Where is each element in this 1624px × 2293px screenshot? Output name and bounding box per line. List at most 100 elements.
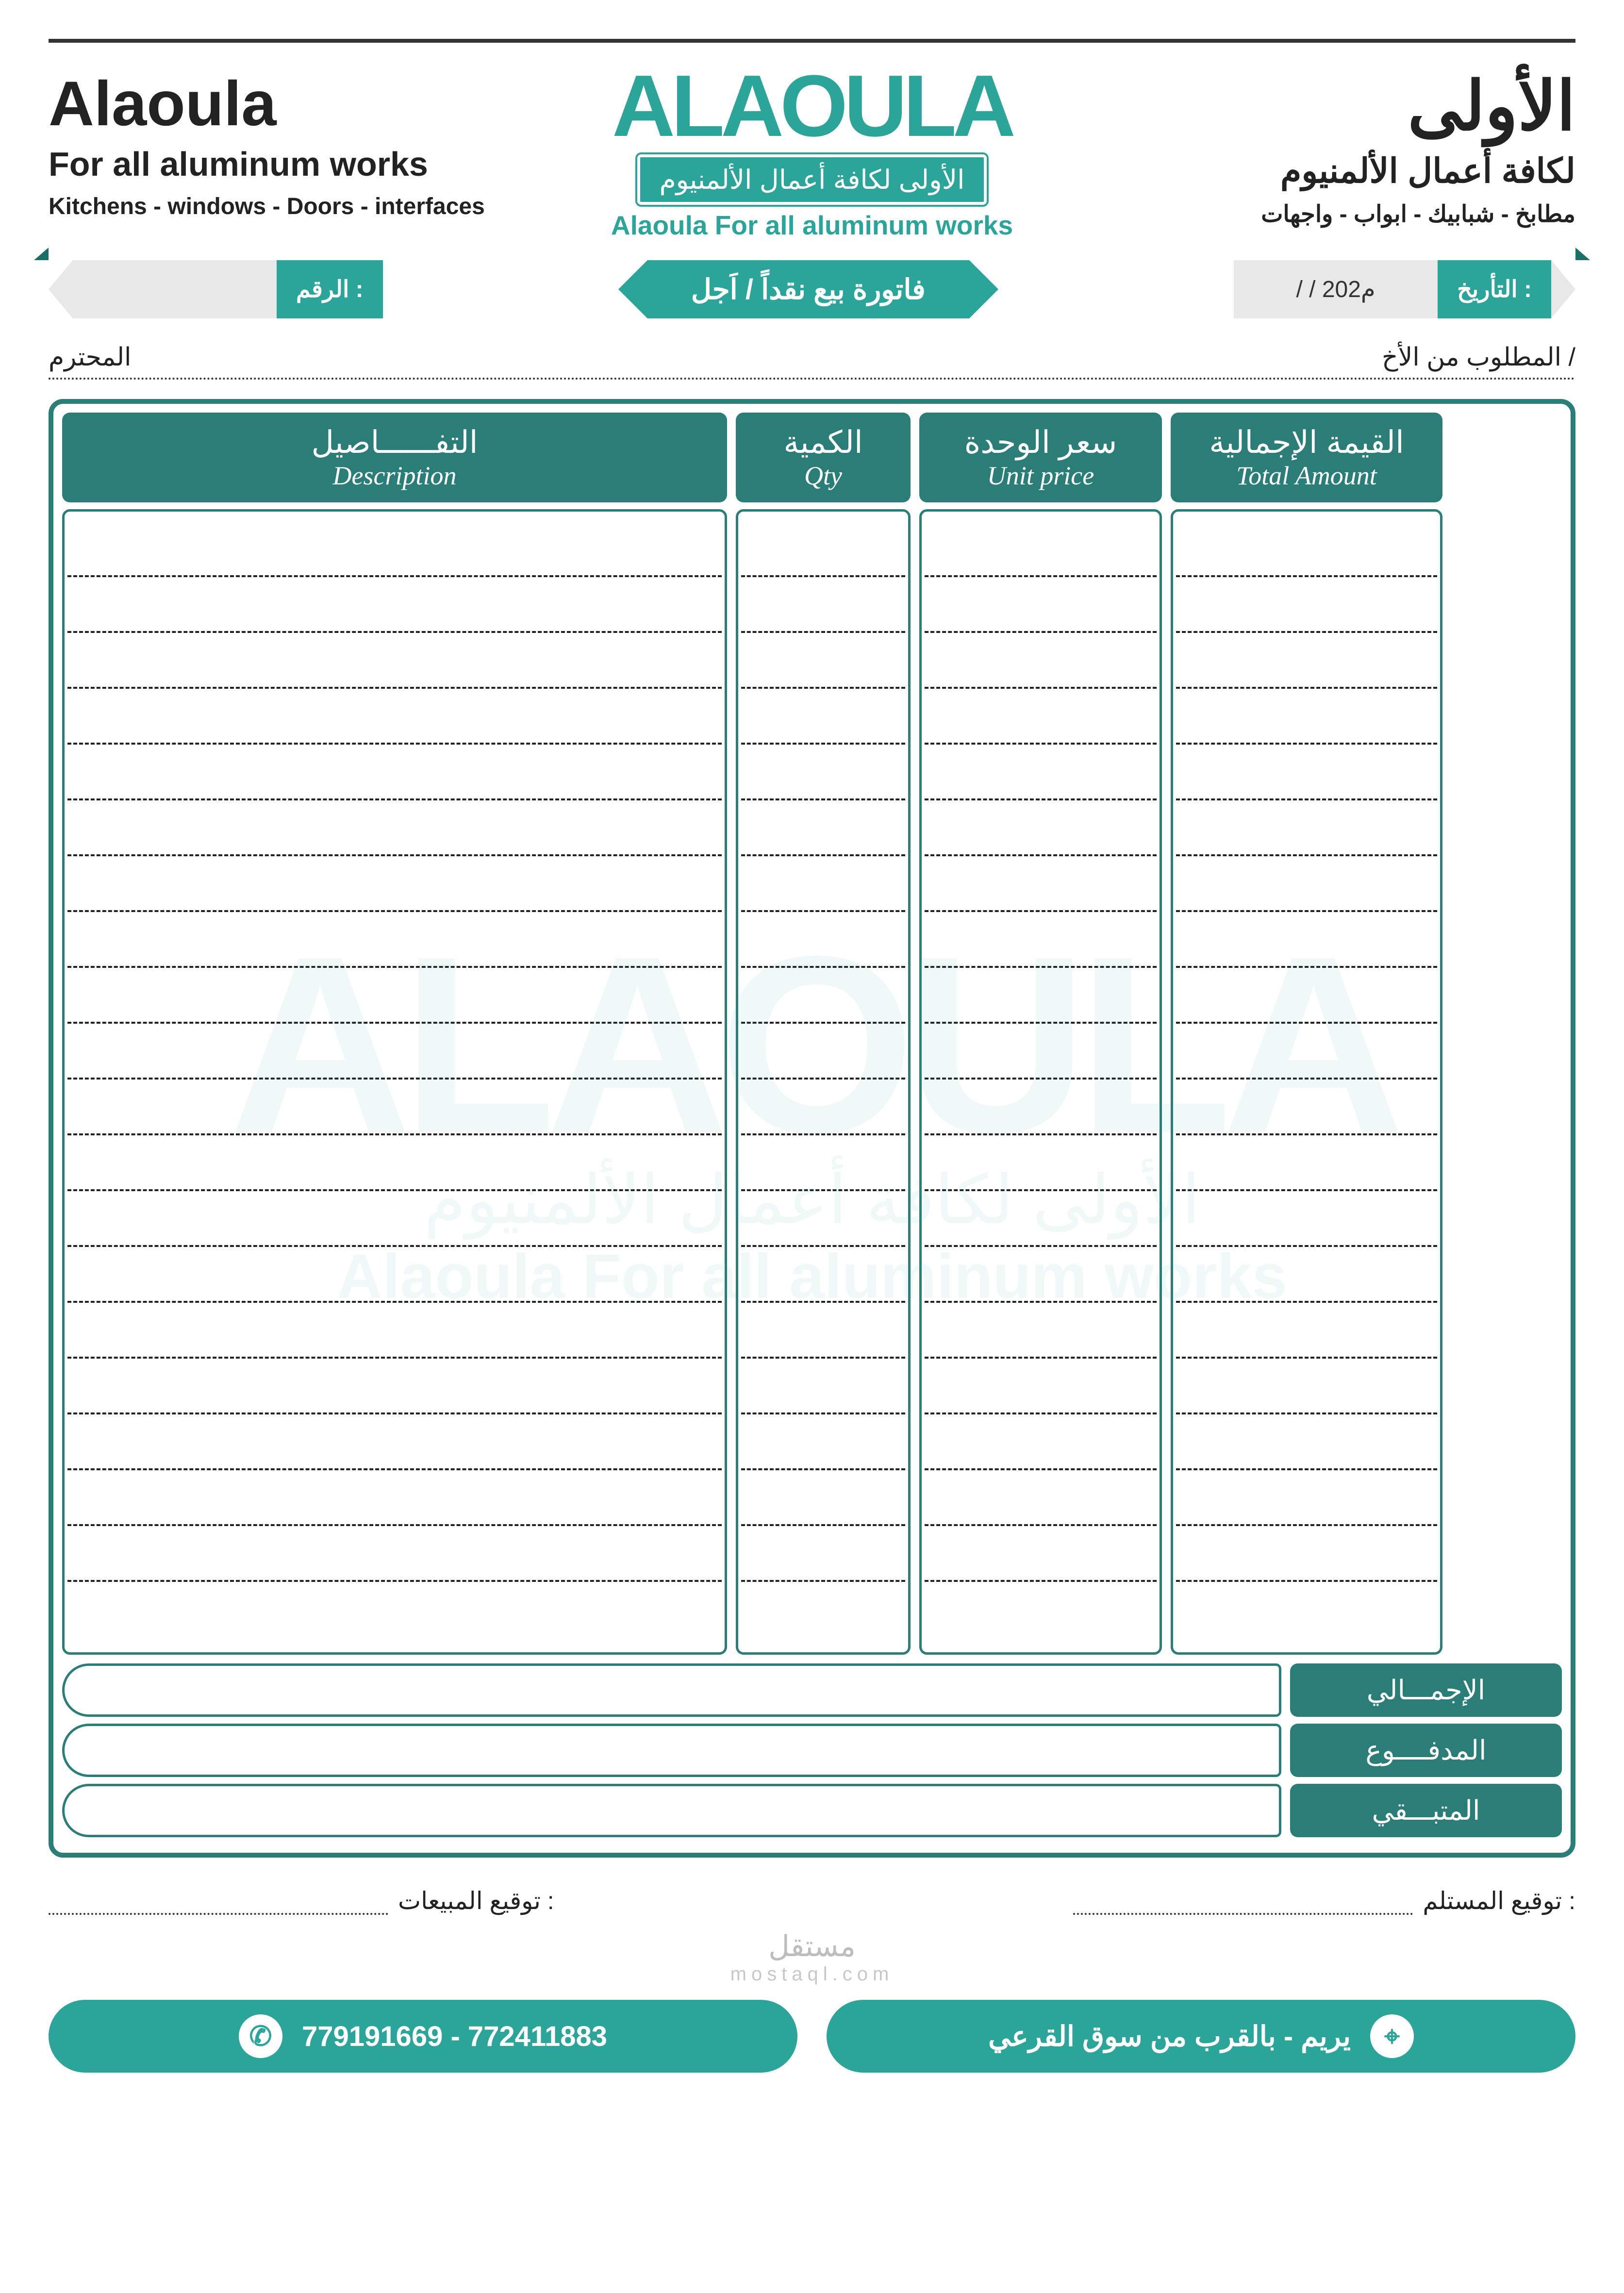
table-row[interactable] xyxy=(741,577,905,633)
table-row[interactable] xyxy=(741,1414,905,1470)
table-row[interactable] xyxy=(925,1526,1157,1582)
totals-block: الإجمـــالي المدفــــوع المتبـــقي xyxy=(62,1663,1562,1837)
table-row[interactable] xyxy=(925,912,1157,968)
table-row[interactable] xyxy=(741,633,905,689)
table-row[interactable] xyxy=(1176,1526,1437,1582)
table-row[interactable] xyxy=(67,1135,722,1191)
table-row[interactable] xyxy=(741,1470,905,1526)
number-value[interactable] xyxy=(73,260,277,318)
table-row[interactable] xyxy=(741,968,905,1024)
table-row[interactable] xyxy=(67,633,722,689)
grand-total-value[interactable] xyxy=(62,1663,1281,1717)
table-row[interactable] xyxy=(67,1024,722,1080)
paid-label: المدفــــوع xyxy=(1290,1724,1562,1777)
col-total-amount[interactable] xyxy=(1171,509,1442,1655)
table-row[interactable] xyxy=(925,1191,1157,1247)
table-row[interactable] xyxy=(925,1470,1157,1526)
table-row[interactable] xyxy=(1176,1247,1437,1303)
table-row[interactable] xyxy=(1176,968,1437,1024)
table-row[interactable] xyxy=(925,745,1157,800)
table-row[interactable] xyxy=(1176,1414,1437,1470)
table-row[interactable] xyxy=(67,912,722,968)
table-row[interactable] xyxy=(1176,1470,1437,1526)
table-row[interactable] xyxy=(1176,1191,1437,1247)
table-row[interactable] xyxy=(67,689,722,745)
table-row[interactable] xyxy=(67,968,722,1024)
th-total-amount: القيمة الإجمالية Total Amount xyxy=(1171,413,1442,502)
table-row[interactable] xyxy=(925,856,1157,912)
client-line: المحترم المطلوب من الأخ / xyxy=(49,343,1575,380)
total-row-remaining: المتبـــقي xyxy=(62,1784,1562,1837)
receiver-signature-line[interactable] xyxy=(1073,1891,1413,1915)
table-row[interactable] xyxy=(925,800,1157,856)
col-description[interactable] xyxy=(62,509,727,1655)
table-row[interactable] xyxy=(741,745,905,800)
table-row[interactable] xyxy=(67,1303,722,1359)
table-row[interactable] xyxy=(1176,800,1437,856)
table-row[interactable] xyxy=(67,1414,722,1470)
table-row[interactable] xyxy=(741,1303,905,1359)
table-row[interactable] xyxy=(67,1470,722,1526)
table-row[interactable] xyxy=(741,1135,905,1191)
table-row[interactable] xyxy=(741,1024,905,1080)
table-row[interactable] xyxy=(1176,1582,1437,1638)
table-row[interactable] xyxy=(1176,912,1437,968)
table-row[interactable] xyxy=(741,1359,905,1414)
table-row[interactable] xyxy=(67,1582,722,1638)
table-row[interactable] xyxy=(925,968,1157,1024)
paid-value[interactable] xyxy=(62,1724,1281,1777)
table-row[interactable] xyxy=(925,1359,1157,1414)
sales-signature-line[interactable] xyxy=(49,1891,388,1915)
table-row[interactable] xyxy=(925,1414,1157,1470)
table-row[interactable] xyxy=(1176,633,1437,689)
table-row[interactable] xyxy=(741,912,905,968)
table-row[interactable] xyxy=(741,521,905,577)
table-row[interactable] xyxy=(741,1247,905,1303)
table-row[interactable] xyxy=(67,1526,722,1582)
table-row[interactable] xyxy=(1176,745,1437,800)
table-row[interactable] xyxy=(925,1024,1157,1080)
table-row[interactable] xyxy=(925,633,1157,689)
table-row[interactable] xyxy=(741,856,905,912)
table-row[interactable] xyxy=(925,1080,1157,1135)
date-value[interactable]: / / 202م xyxy=(1234,260,1438,318)
table-row[interactable] xyxy=(67,856,722,912)
receiver-signature: توقيع المستلم : xyxy=(1073,1887,1575,1915)
table-row[interactable] xyxy=(1176,1359,1437,1414)
table-row[interactable] xyxy=(741,800,905,856)
table-row[interactable] xyxy=(67,1247,722,1303)
table-row[interactable] xyxy=(741,1191,905,1247)
header: Alaoula For all aluminum works Kitchens … xyxy=(49,67,1575,241)
table-row[interactable] xyxy=(67,577,722,633)
table-row[interactable] xyxy=(67,800,722,856)
table-row[interactable] xyxy=(67,1080,722,1135)
table-row[interactable] xyxy=(741,1080,905,1135)
table-row[interactable] xyxy=(67,1359,722,1414)
table-row[interactable] xyxy=(925,521,1157,577)
remaining-value[interactable] xyxy=(62,1784,1281,1837)
table-row[interactable] xyxy=(741,1582,905,1638)
table-row[interactable] xyxy=(1176,1024,1437,1080)
table-row[interactable] xyxy=(1176,577,1437,633)
table-row[interactable] xyxy=(925,1135,1157,1191)
table-row[interactable] xyxy=(925,689,1157,745)
table-row[interactable] xyxy=(67,1191,722,1247)
table-row[interactable] xyxy=(67,521,722,577)
table-row[interactable] xyxy=(1176,689,1437,745)
table-row[interactable] xyxy=(1176,521,1437,577)
table-row[interactable] xyxy=(925,1247,1157,1303)
table-body xyxy=(62,509,1562,1655)
table-row[interactable] xyxy=(1176,856,1437,912)
table-row[interactable] xyxy=(67,745,722,800)
table-row[interactable] xyxy=(1176,1303,1437,1359)
table-row[interactable] xyxy=(1176,1080,1437,1135)
table-row[interactable] xyxy=(925,1582,1157,1638)
col-unit-price[interactable] xyxy=(919,509,1162,1655)
table-row[interactable] xyxy=(741,1526,905,1582)
table-row[interactable] xyxy=(925,1303,1157,1359)
col-qty[interactable] xyxy=(736,509,911,1655)
table-row[interactable] xyxy=(925,577,1157,633)
table-row[interactable] xyxy=(741,689,905,745)
table-row[interactable] xyxy=(1176,1135,1437,1191)
footer: ✆ 779191669 - 772411883 يريم - بالقرب من… xyxy=(49,2000,1575,2073)
